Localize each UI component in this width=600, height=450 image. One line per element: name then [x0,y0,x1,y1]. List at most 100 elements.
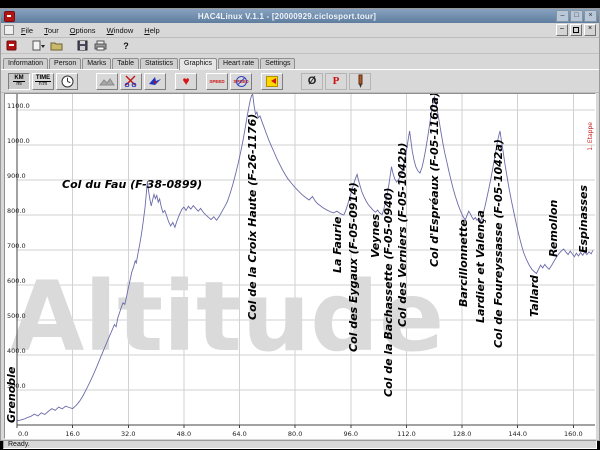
open-button[interactable] [49,40,63,52]
x-axis-tick-label: 48.0 [177,430,191,438]
mdi-restore-icon[interactable] [570,24,582,36]
altitude-line [16,94,594,422]
save-button[interactable] [75,40,89,52]
chart-label: Col de la Bachassette (F-05-0940) [382,188,395,397]
chart-panel[interactable]: Altitude 1100.0 1000.0 900.0 800.0 700.0 600.0… [4,93,596,439]
stage-marker-label: 1. Etappe [587,122,594,151]
speed-graph-button[interactable]: SPEED [206,72,228,90]
speed-off-button[interactable]: SPEED [230,72,252,90]
menu-options[interactable]: Options [69,25,96,35]
chart-label: Grenoble [5,366,18,423]
x-axis-tick-label: 144.0 [508,430,527,438]
chart-label: Tallard [528,275,541,317]
whats-this-icon: ? [123,40,129,51]
altitude-chart-svg[interactable]: Altitude 1100.0 1000.0 900.0 800.0 700.0 600.0… [5,94,596,438]
document-icon[interactable] [4,25,14,35]
average-button[interactable]: Ø [301,72,323,90]
open-folder-icon [50,42,62,51]
y-axis-tick-label: 1100.0 [7,102,30,110]
quit-icon [6,40,17,51]
chart-label: Col de la Croix Haute (F-26-1176) [246,114,259,320]
menu-window[interactable]: Window [106,25,134,35]
app-window: HAC4Linux V.1.1 - [20000929.ciclosport.t… [0,8,600,449]
tab-statistics[interactable]: Statistics [140,58,179,69]
app-icon [4,10,15,22]
x-axis-tick-label: 64.0 [232,430,246,438]
chart-label: La Faurie [331,216,344,273]
cut-tour-button[interactable] [120,72,142,90]
menu-help[interactable]: Help [144,25,160,35]
menu-tour[interactable]: Tour [44,25,59,35]
heart-rate-graph-button[interactable]: ♥ [175,72,197,90]
altitude-graph-button[interactable] [96,72,118,90]
pen-button[interactable] [349,72,371,90]
km-mi-toggle-button[interactable]: KM mi [8,72,30,90]
bird-icon [149,77,161,85]
titlebar[interactable]: HAC4Linux V.1.1 - [20000929.ciclosport.t… [1,9,599,23]
open-recent-icon [32,40,45,51]
p-icon: P [332,74,340,87]
tab-person[interactable]: Person [49,58,82,69]
chart-label: Barcillonnette [457,219,470,307]
marker-flag-button[interactable] [261,72,283,90]
graph-toolbar: KM mi TIME h:m ♥ SPEED SPEED [1,70,599,93]
print-icon [94,40,106,51]
x-axis-tick-label: 32.0 [121,430,135,438]
chart-label: Col d'Espréaux (F-05-1160a) [428,94,441,267]
y-axis-tick-label: 600.0 [7,277,26,285]
menubar: File Tour Options Window Help – × [1,23,599,38]
main-toolbar: ? [1,38,599,54]
whats-this-button[interactable]: ? [119,40,133,52]
gradient-graph-button[interactable] [144,72,166,90]
mdi-close-icon[interactable]: × [584,24,596,36]
tab-table[interactable]: Table [112,58,140,69]
scissors-icon [124,75,137,87]
y-axis-tick-label: 700.0 [7,242,26,250]
statusbar: Ready. [3,440,597,449]
tab-settings[interactable]: Settings [260,58,296,69]
clock-button[interactable] [56,72,78,90]
watermark-text: Altitude [10,261,444,373]
pen-icon [358,74,363,88]
quit-button[interactable] [5,40,19,52]
chart-label: Col des Verniers (F-05-1042b) [396,143,409,327]
speed-label: SPEED [209,78,225,84]
flag-icon [266,75,278,87]
chart-label: Lardier et Valença [474,210,487,323]
open-recent-button[interactable] [31,40,45,52]
save-icon [77,40,87,51]
no-entry-icon [236,76,247,87]
y-axis-tick-label: 400.0 [7,347,26,355]
chart-label: Col de Foureyssasse (F-05-1042a) [492,139,505,348]
status-text: Ready. [8,441,30,448]
time-toggle-button[interactable]: TIME h:m [32,72,54,90]
heart-icon: ♥ [182,74,190,88]
menu-file[interactable]: File [21,25,34,35]
x-axis-tick-label: 0.0 [18,430,28,438]
print-button[interactable] [93,40,107,52]
chart-label: Col des Eygaux (F-05-0914) [347,182,360,352]
tab-graphics[interactable]: Graphics [179,58,218,70]
maximize-icon[interactable]: □ [570,10,583,22]
x-axis-tick-label: 112.0 [397,430,416,438]
tab-information[interactable]: Information [3,58,49,69]
chart-label: Espinasses [577,184,590,253]
tab-marks[interactable]: Marks [82,58,112,69]
pause-button[interactable]: P [325,72,347,90]
close-icon[interactable]: × [584,10,597,22]
x-axis-tick-label: 80.0 [288,430,302,438]
mountain-icon [99,77,115,85]
y-axis-tick-label: 800.0 [7,207,26,215]
mdi-minimize-icon[interactable]: – [556,24,568,36]
x-axis-tick-label: 16.0 [65,430,79,438]
tab-bar: Information Person Marks Table Statistic… [1,54,599,70]
chart-label: Col du Fau (F-38-0899) [62,178,202,191]
minimize-icon[interactable]: – [556,10,569,22]
tab-heart-rate[interactable]: Heart rate [218,58,260,69]
chart-label: Remollon [547,200,560,258]
y-axis-tick-label: 500.0 [7,312,26,320]
clock-icon [61,75,73,87]
y-axis-tick-label: 1000.0 [7,137,30,145]
x-axis-tick-label: 160.0 [564,430,583,438]
